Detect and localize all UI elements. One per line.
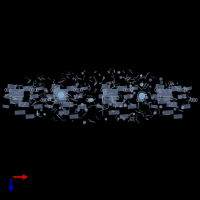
Circle shape — [103, 102, 105, 104]
Circle shape — [123, 118, 125, 120]
Circle shape — [149, 79, 151, 81]
Circle shape — [54, 91, 57, 94]
Circle shape — [56, 90, 66, 100]
Circle shape — [157, 99, 160, 101]
Circle shape — [58, 92, 64, 98]
Circle shape — [89, 99, 91, 101]
Circle shape — [186, 89, 188, 91]
Circle shape — [30, 98, 31, 99]
Circle shape — [124, 105, 126, 107]
Circle shape — [120, 77, 121, 78]
Circle shape — [182, 107, 184, 109]
Circle shape — [83, 121, 86, 123]
Circle shape — [44, 91, 45, 92]
Circle shape — [102, 108, 104, 109]
Circle shape — [65, 93, 67, 94]
Circle shape — [151, 97, 153, 99]
Circle shape — [85, 109, 87, 111]
Circle shape — [109, 82, 111, 84]
Circle shape — [160, 78, 162, 80]
Circle shape — [30, 92, 33, 94]
Circle shape — [89, 89, 90, 90]
Circle shape — [130, 85, 132, 87]
Circle shape — [132, 87, 133, 88]
Circle shape — [169, 90, 172, 92]
Circle shape — [41, 110, 42, 111]
Circle shape — [174, 108, 176, 110]
Circle shape — [81, 104, 83, 106]
Circle shape — [140, 94, 142, 96]
Circle shape — [138, 96, 139, 97]
Circle shape — [130, 89, 131, 90]
Circle shape — [121, 116, 122, 118]
Circle shape — [111, 100, 113, 102]
Circle shape — [63, 109, 65, 111]
Circle shape — [160, 106, 162, 108]
Circle shape — [46, 95, 47, 96]
Circle shape — [50, 98, 51, 99]
Circle shape — [141, 75, 142, 76]
Circle shape — [95, 83, 96, 84]
Circle shape — [108, 72, 110, 73]
Circle shape — [139, 93, 145, 99]
Circle shape — [118, 72, 120, 73]
Circle shape — [55, 87, 56, 88]
Circle shape — [97, 104, 99, 106]
Circle shape — [16, 85, 17, 86]
Circle shape — [137, 91, 147, 101]
Circle shape — [187, 100, 188, 101]
Circle shape — [177, 106, 178, 108]
Circle shape — [90, 98, 92, 101]
Circle shape — [110, 103, 112, 105]
Circle shape — [113, 81, 115, 83]
Circle shape — [134, 92, 135, 94]
Circle shape — [154, 112, 156, 114]
Circle shape — [145, 102, 146, 104]
Circle shape — [44, 88, 47, 91]
Circle shape — [37, 113, 39, 115]
Circle shape — [132, 90, 133, 91]
Circle shape — [45, 105, 46, 106]
Circle shape — [141, 84, 143, 86]
Circle shape — [76, 84, 78, 86]
Circle shape — [124, 104, 126, 106]
Circle shape — [179, 96, 181, 98]
Circle shape — [124, 100, 125, 101]
Circle shape — [118, 118, 119, 119]
Circle shape — [105, 119, 107, 120]
Circle shape — [77, 109, 79, 111]
Circle shape — [59, 107, 61, 109]
Circle shape — [184, 87, 185, 89]
Circle shape — [18, 104, 20, 106]
Circle shape — [146, 96, 148, 98]
Circle shape — [131, 95, 133, 97]
Circle shape — [171, 84, 172, 85]
Circle shape — [120, 106, 121, 107]
Circle shape — [160, 81, 163, 84]
Circle shape — [171, 94, 172, 95]
Circle shape — [85, 108, 86, 110]
Circle shape — [60, 114, 62, 116]
Circle shape — [39, 83, 41, 85]
Circle shape — [44, 114, 45, 115]
Circle shape — [131, 104, 132, 105]
Circle shape — [90, 77, 91, 78]
Circle shape — [73, 78, 74, 79]
Circle shape — [82, 73, 83, 74]
Circle shape — [57, 88, 59, 90]
Circle shape — [133, 104, 134, 106]
Circle shape — [85, 83, 86, 84]
Circle shape — [133, 113, 134, 115]
Circle shape — [95, 89, 96, 90]
Circle shape — [46, 90, 48, 92]
Circle shape — [104, 92, 106, 94]
Circle shape — [150, 86, 151, 87]
Circle shape — [118, 93, 119, 94]
